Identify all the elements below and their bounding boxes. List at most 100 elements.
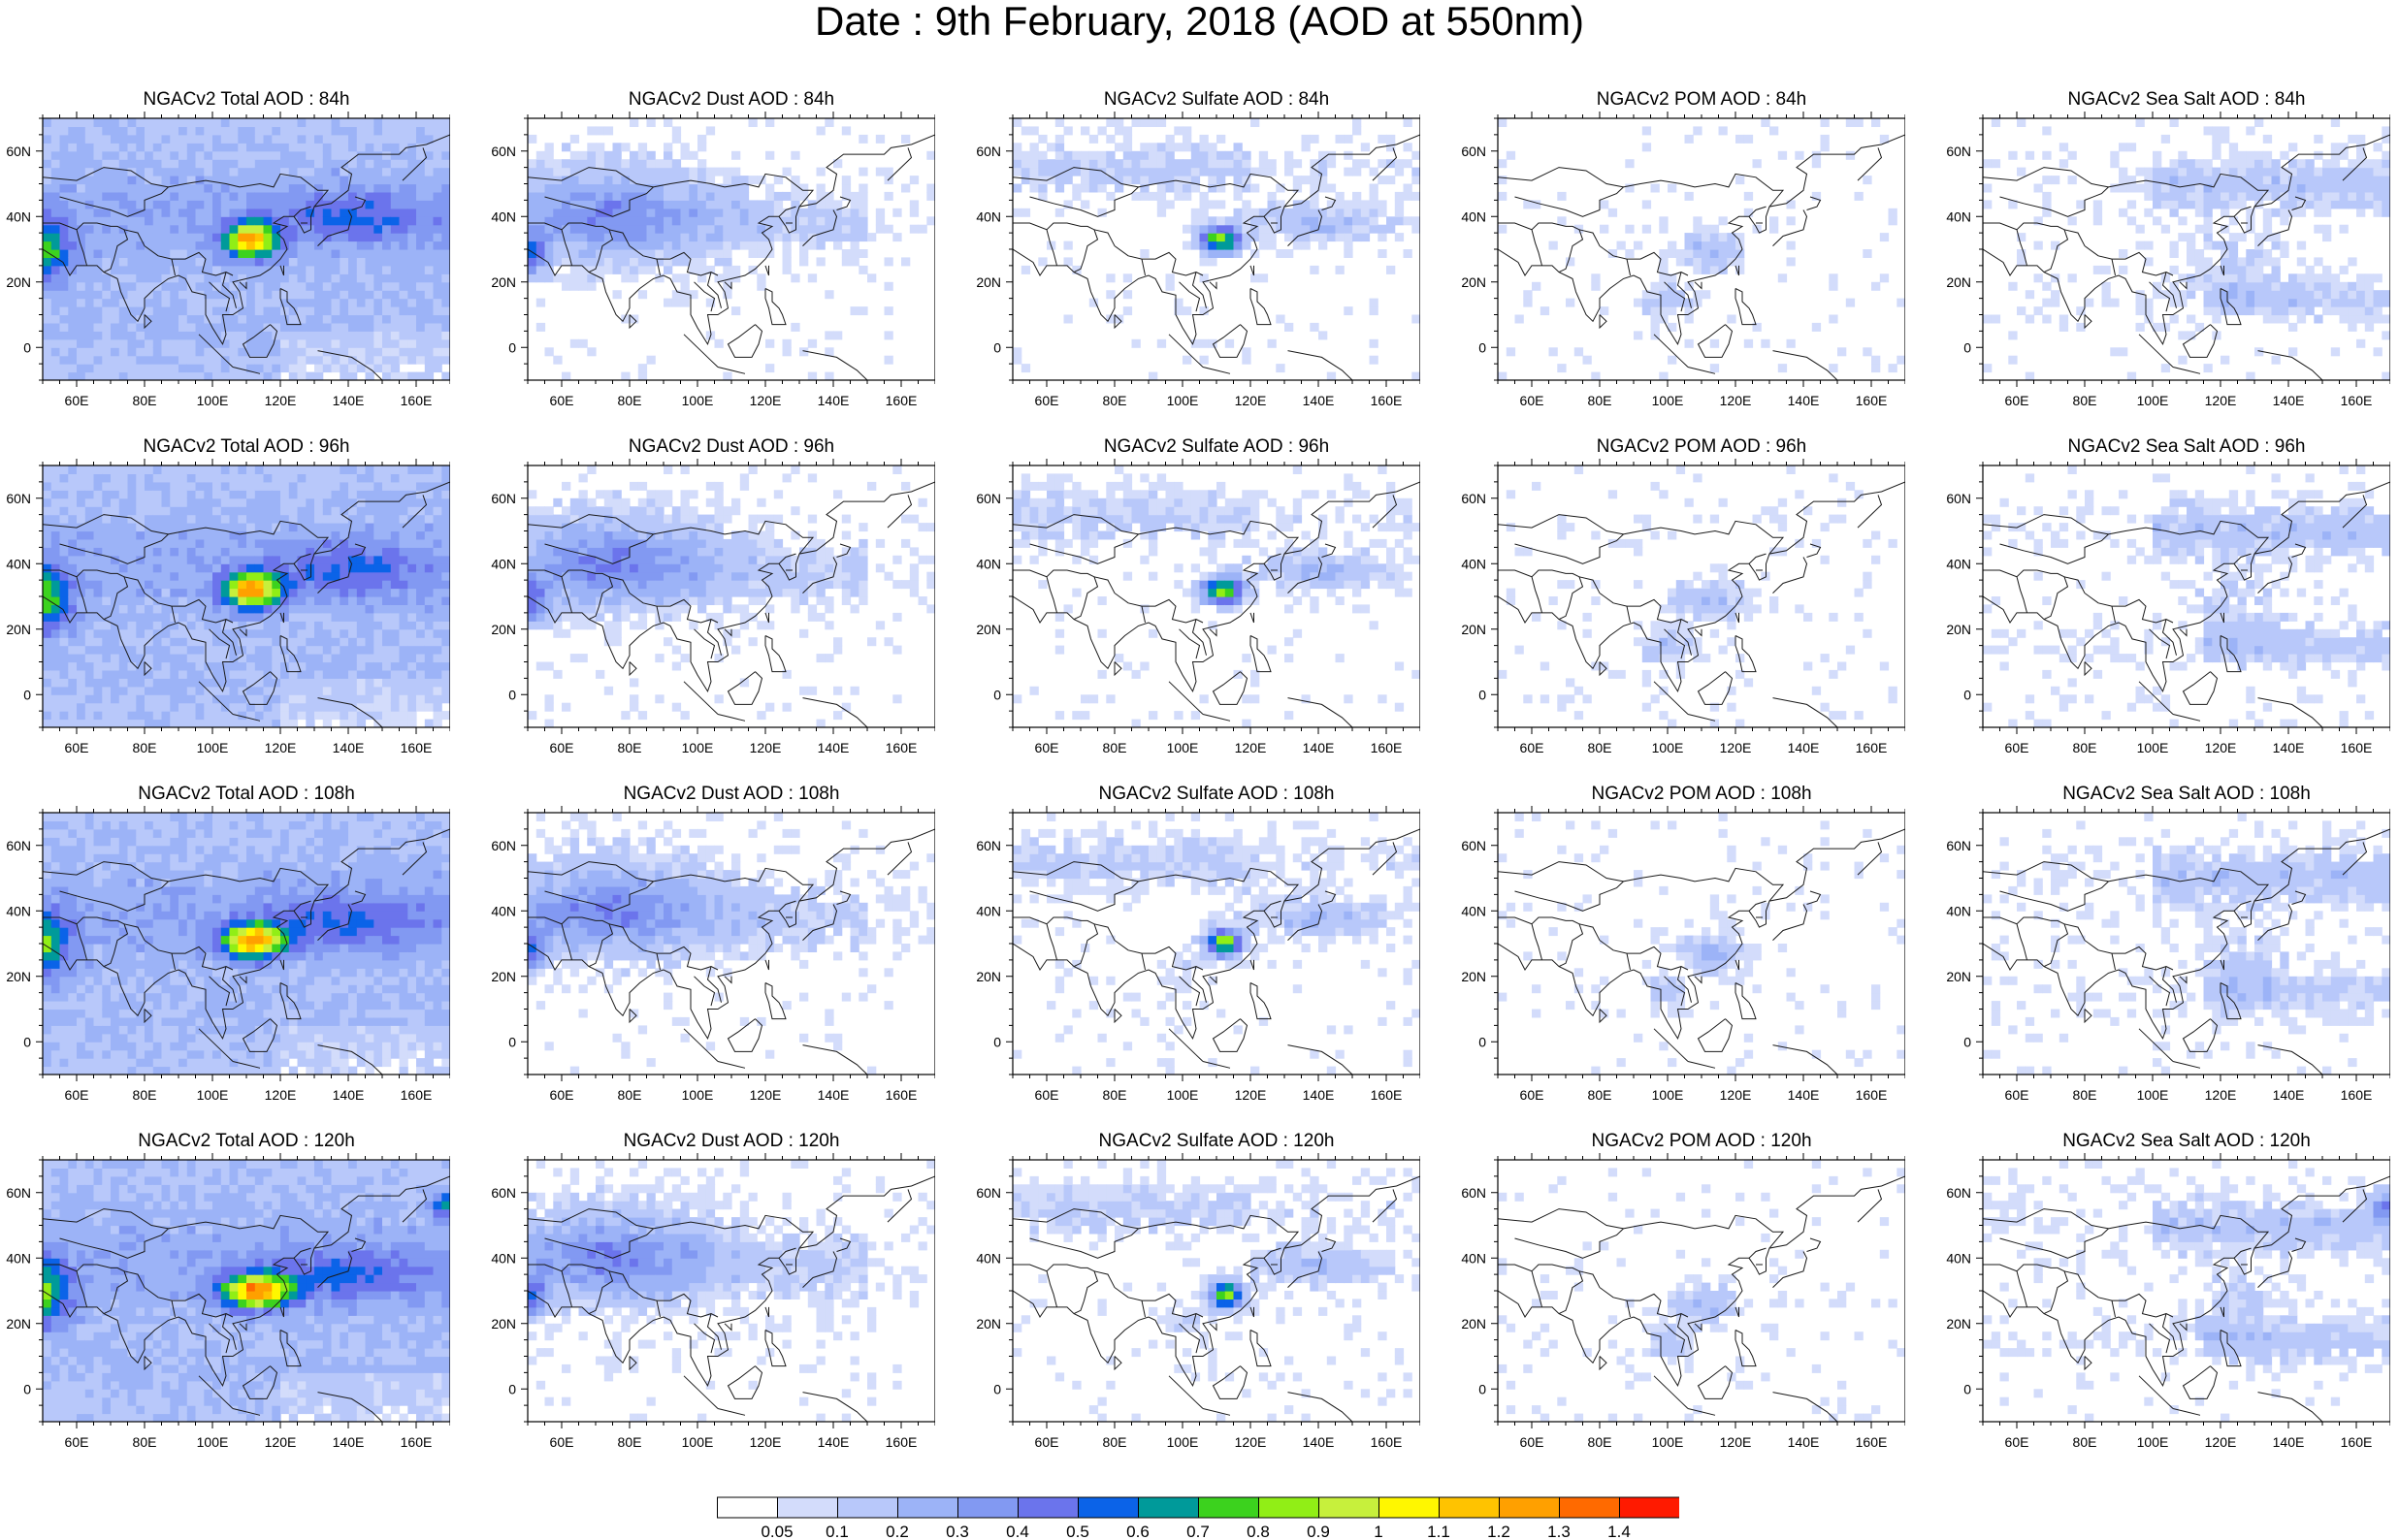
lon-tick-label: 120E [1720, 1434, 1752, 1450]
lon-tick-label: 160E [886, 1434, 918, 1450]
panel-title: NGACv2 Total AOD : 120h [138, 1131, 355, 1151]
aod-field [43, 118, 450, 380]
colorbar-swatch [1378, 1496, 1440, 1519]
coastlines [43, 134, 450, 380]
colorbar-swatch [1499, 1496, 1560, 1519]
lon-tick-label: 100E [2137, 740, 2169, 755]
lon-tick-label: 120E [2205, 740, 2237, 755]
map-panel-total-120h: 60N 40N 20N 0 60E 80E 100E 120E 140E 160E NGACv2 T… [0, 1131, 450, 1462]
colorbar-swatch [837, 1496, 898, 1519]
lat-tick-label: 60N [1946, 838, 1971, 853]
lon-tick-label: 140E [818, 1434, 850, 1450]
lon-tick-label: 80E [1588, 740, 1612, 755]
aod-field [1013, 813, 1420, 1075]
lon-tick-label: 120E [2205, 393, 2237, 408]
map-plot: 60N 40N 20N 0 60E 80E 100E 120E 140E 160E [6, 459, 450, 755]
colorbar-label: 0.4 [1006, 1523, 1029, 1540]
lon-tick-label: 120E [750, 393, 782, 408]
lat-tick-label: 40N [1946, 903, 1971, 918]
axis-ticks [1491, 806, 1905, 1081]
lat-tick-label: 0 [23, 687, 31, 702]
lon-tick-label: 100E [1652, 1087, 1684, 1103]
colorbar-label: 0.5 [1066, 1523, 1089, 1540]
lat-tick-label: 60N [976, 1185, 1001, 1201]
lat-tick-label: 40N [1946, 556, 1971, 571]
lat-tick-label: 0 [1478, 339, 1486, 355]
colorbar-swatch [777, 1496, 838, 1519]
lat-tick-label: 20N [976, 1316, 1001, 1331]
lon-tick-label: 60E [1035, 1434, 1059, 1450]
lon-tick-label: 120E [1720, 740, 1752, 755]
lon-tick-label: 120E [2205, 1434, 2237, 1450]
map-panel-sulfate-120h: 60N 40N 20N 0 60E 80E 100E 120E 140E 160E NGACv2 S… [970, 1131, 1420, 1462]
lat-tick-label: 40N [976, 209, 1001, 224]
lat-tick-label: 0 [993, 687, 1001, 702]
panel-title: NGACv2 Sea Salt AOD : 84h [2067, 89, 2306, 110]
panel-title: NGACv2 POM AOD : 96h [1596, 436, 1807, 457]
axis-ticks [521, 1153, 935, 1428]
aod-field [1013, 465, 1420, 727]
lat-tick-label: 0 [23, 339, 31, 355]
lat-tick-label: 60N [6, 1185, 31, 1201]
panel-title: NGACv2 Sulfate AOD : 120h [1098, 1131, 1335, 1151]
lon-tick-label: 80E [618, 1087, 642, 1103]
axis-ticks [1491, 459, 1905, 734]
lat-tick-label: 0 [23, 1034, 31, 1049]
map-panel-dust-108h: 60N 40N 20N 0 60E 80E 100E 120E 140E 160E NGACv2 D… [485, 784, 935, 1115]
lat-tick-label: 60N [491, 144, 516, 159]
map-plot: 60N 40N 20N 0 60E 80E 100E 120E 140E 160E [976, 1153, 1420, 1450]
lon-tick-label: 80E [133, 1087, 157, 1103]
lat-tick-label: 0 [1478, 1034, 1486, 1049]
lat-tick-label: 60N [1461, 1185, 1486, 1201]
lon-tick-label: 80E [1588, 1434, 1612, 1450]
lon-tick-label: 120E [1720, 393, 1752, 408]
lat-tick-label: 20N [6, 969, 31, 984]
colorbar-label: 1.1 [1427, 1523, 1450, 1540]
axis-ticks [1976, 459, 2390, 734]
axis-ticks [1006, 1153, 1420, 1428]
colorbar-swatch [1439, 1496, 1500, 1519]
lon-tick-label: 140E [333, 740, 365, 755]
map-panel-total-84h: 60N 40N 20N 0 60E 80E 100E 120E 140E 160E NGACv2 T… [0, 89, 450, 421]
map-panel-seasalt-84h: 60N 40N 20N 0 60E 80E 100E 120E 140E 160E NGACv2 S… [1940, 89, 2390, 421]
panel-title: NGACv2 POM AOD : 120h [1591, 1131, 1812, 1151]
lon-tick-label: 80E [2073, 740, 2097, 755]
lat-tick-label: 40N [1946, 1250, 1971, 1266]
lon-tick-label: 60E [65, 740, 89, 755]
colorbar-label: 1.2 [1487, 1523, 1510, 1540]
lon-tick-label: 100E [682, 1087, 714, 1103]
coastlines [1013, 134, 1420, 380]
lat-tick-label: 60N [1461, 144, 1486, 159]
lon-tick-label: 100E [682, 393, 714, 408]
lat-tick-label: 0 [993, 1381, 1001, 1396]
lon-tick-label: 160E [401, 740, 433, 755]
coastlines [1498, 1175, 1905, 1422]
lon-tick-label: 120E [265, 740, 297, 755]
lon-tick-label: 140E [1303, 1434, 1335, 1450]
lat-tick-label: 0 [1963, 1034, 1971, 1049]
lat-tick-label: 20N [1946, 969, 1971, 984]
lon-tick-label: 100E [1167, 740, 1199, 755]
lat-tick-label: 20N [976, 622, 1001, 637]
colorbar-swatch [1078, 1496, 1139, 1519]
map-plot: 60N 40N 20N 0 60E 80E 100E 120E 140E 160E [491, 1153, 935, 1450]
lon-tick-label: 60E [2005, 393, 2029, 408]
lon-tick-label: 80E [1103, 393, 1127, 408]
panel-title: NGACv2 Sea Salt AOD : 108h [2062, 784, 2311, 804]
axis-ticks [1006, 806, 1420, 1081]
colorbar-label: 0.7 [1186, 1523, 1210, 1540]
aod-field [1983, 1160, 2390, 1422]
lon-tick-label: 80E [1103, 1087, 1127, 1103]
panel-title: NGACv2 Dust AOD : 108h [623, 784, 840, 804]
colorbar-swatch [1559, 1496, 1620, 1519]
lat-tick-label: 20N [1461, 622, 1486, 637]
lon-tick-label: 140E [1303, 393, 1335, 408]
lon-tick-label: 160E [1371, 393, 1403, 408]
lon-tick-label: 60E [550, 740, 574, 755]
aod-field [43, 1160, 450, 1422]
lon-tick-label: 100E [197, 1434, 229, 1450]
map-plot: 60N 40N 20N 0 60E 80E 100E 120E 140E 160E [976, 806, 1420, 1103]
lon-tick-label: 140E [333, 1087, 365, 1103]
colorbar-label: 1 [1374, 1523, 1382, 1540]
coastlines [1983, 481, 2390, 727]
